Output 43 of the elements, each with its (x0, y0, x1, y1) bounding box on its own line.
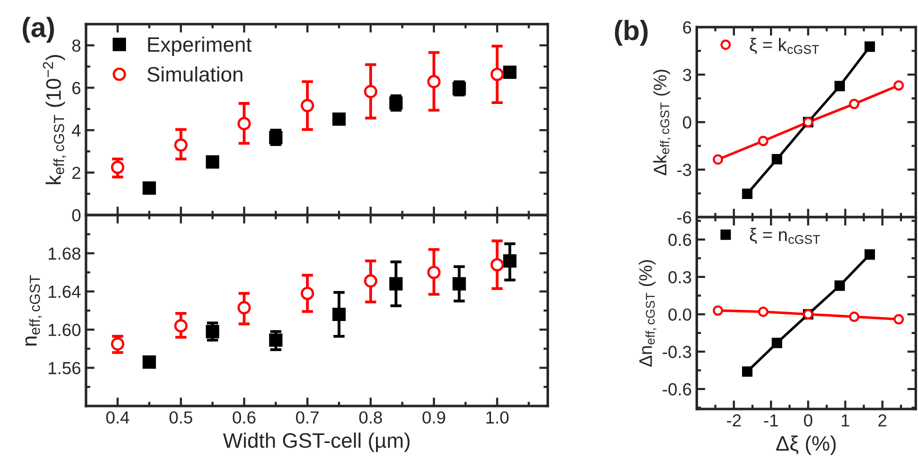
y-tick-label: -6 (677, 211, 692, 224)
x-axis-title: Δξ (%) (776, 436, 836, 455)
y-tick-label: 1.64 (48, 286, 81, 298)
x-axis-title: Width GST-cell (µm) (223, 432, 410, 452)
x-tick-label: 0.9 (422, 411, 446, 424)
y-tick-label: 1.60 (48, 324, 80, 336)
y-tick-label: 3 (682, 68, 692, 82)
y-tick-label: -0.6 (662, 383, 692, 396)
y-tick-label: 0 (682, 116, 692, 129)
x-tick-label: -1 (764, 414, 778, 426)
y-tick-label: -0.3 (662, 346, 692, 358)
x-tick-label: 0.5 (170, 411, 192, 424)
y-tick-label: 0 (72, 209, 80, 222)
y-tick-label: 0.6 (668, 234, 692, 246)
x-tick-label: 0.8 (359, 411, 382, 424)
y-axis-title: Δk$_{eff,cGST}$ (%) (653, 70, 671, 176)
y-tick-label: 8 (72, 39, 80, 52)
y-axis-title: k$_{eff,cGST}$ (10$^{−2}$) (42, 55, 66, 184)
text: (a) (22, 16, 54, 43)
x-tick-label: 1 (842, 414, 850, 426)
x-tick-label: 0.7 (296, 411, 319, 424)
legend-label: ξ = k$_{cGST}$ (750, 38, 819, 54)
x-tick-label: 0 (804, 414, 812, 427)
y-tick-label: -3 (677, 164, 692, 176)
text: (b) (614, 20, 648, 46)
x-tick-label: 1.0 (486, 411, 509, 424)
y-tick-label: 4 (72, 124, 81, 136)
y-tick-label: 1.68 (48, 247, 80, 260)
legend-label: Simulation (147, 66, 242, 82)
y-tick-label: 6 (72, 82, 80, 94)
x-tick-label: 0.4 (106, 411, 130, 424)
x-tick-label: 2 (878, 414, 886, 426)
y-tick-label: 2 (72, 166, 80, 179)
legend-label: ξ = n$_{cGST}$ (750, 228, 820, 244)
y-tick-label: 0.3 (668, 271, 692, 284)
y-tick-label: 0.0 (668, 308, 692, 321)
y-axis-title: n$_{eff,cGST}$ (25, 275, 42, 346)
x-tick-label: -2 (726, 414, 741, 426)
y-tick-label: 1.56 (48, 362, 80, 374)
legend-label: Experiment (148, 36, 252, 56)
x-tick-label: 0.6 (232, 411, 256, 424)
y-axis-title: Δn$_{eff,cGST}$ (%) (638, 260, 656, 367)
y-tick-label: 6 (683, 21, 692, 34)
